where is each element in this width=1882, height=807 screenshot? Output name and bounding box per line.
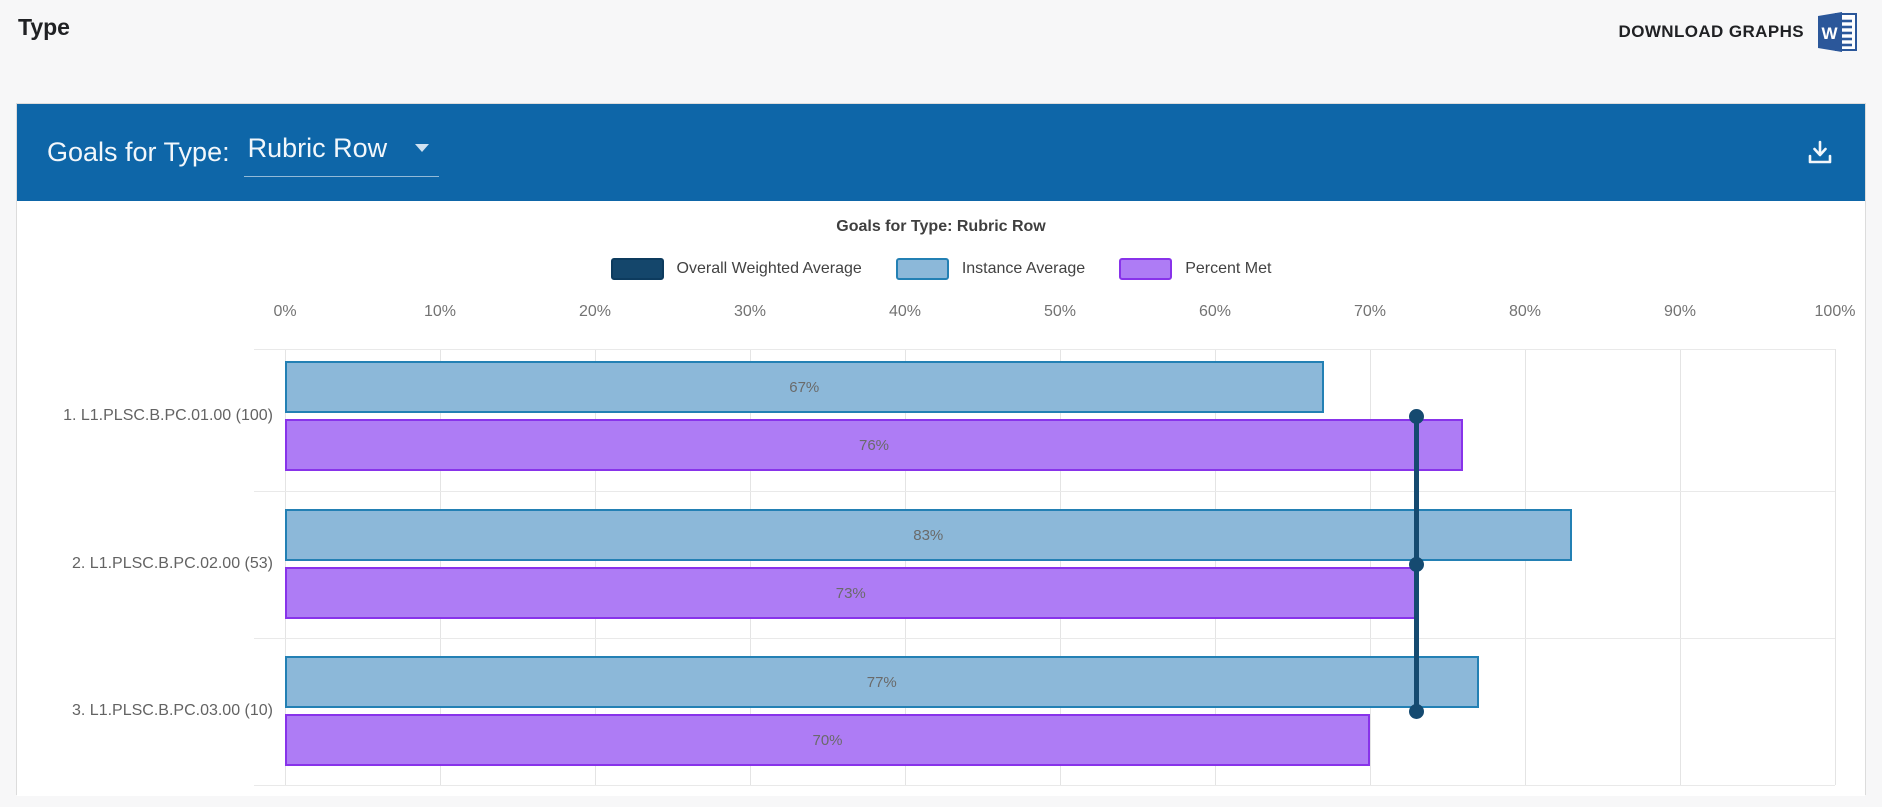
word-icon: W bbox=[1816, 10, 1860, 54]
download-icon bbox=[1805, 138, 1835, 168]
instance-average-bar[interactable]: 67% bbox=[285, 361, 1324, 413]
bar-value-label: 70% bbox=[812, 731, 843, 749]
page-title: Type bbox=[18, 14, 70, 40]
row-separator bbox=[254, 491, 1835, 492]
x-axis-tick: 10% bbox=[423, 303, 457, 320]
chevron-down-icon bbox=[415, 144, 430, 152]
x-axis-tick: 80% bbox=[1508, 303, 1542, 320]
percent-met-bar[interactable]: 70% bbox=[285, 714, 1370, 766]
chart-title: Goals for Type: Rubric Row bbox=[836, 218, 1046, 235]
x-axis-tick: 40% bbox=[888, 303, 922, 320]
row-separator bbox=[254, 785, 1835, 786]
percent-met-bar[interactable]: 73% bbox=[285, 567, 1417, 619]
legend-label: Percent Met bbox=[1185, 260, 1272, 277]
row-separator bbox=[254, 638, 1835, 639]
goals-chart: Goals for Type: Rubric Row Overall Weigh… bbox=[17, 201, 1865, 796]
type-select-dropdown[interactable]: Rubric Row bbox=[243, 129, 440, 177]
category-label: 3. L1.PLSC.B.PC.03.00 (10) bbox=[72, 702, 273, 719]
x-axis-tick: 30% bbox=[733, 303, 767, 320]
bar-value-label: 77% bbox=[866, 673, 897, 691]
x-axis-tick: 70% bbox=[1353, 303, 1387, 320]
svg-text:W: W bbox=[1821, 24, 1838, 43]
bar-value-label: 73% bbox=[835, 584, 866, 602]
category-label: 1. L1.PLSC.B.PC.01.00 (100) bbox=[63, 407, 273, 424]
x-axis-tick: 0% bbox=[273, 303, 297, 320]
legend-item[interactable]: Overall Weighted Average bbox=[610, 258, 862, 280]
chart-legend: Overall Weighted Average Instance Average… bbox=[17, 258, 1865, 280]
download-graphs-button[interactable]: DOWNLOAD GRAPHS W bbox=[1619, 10, 1860, 54]
goals-panel: Goals for Type: Rubric Row Goals for Typ… bbox=[16, 103, 1866, 796]
legend-swatch bbox=[1119, 258, 1173, 280]
instance-average-bar[interactable]: 77% bbox=[285, 656, 1479, 708]
overall-weighted-average-point[interactable] bbox=[1409, 703, 1424, 719]
type-select-value: Rubric Row bbox=[247, 132, 388, 163]
row-separator bbox=[254, 349, 1835, 350]
legend-item[interactable]: Instance Average bbox=[895, 258, 1086, 280]
instance-average-bar[interactable]: 83% bbox=[285, 509, 1572, 561]
bar-value-label: 76% bbox=[858, 436, 890, 454]
category-label: 2. L1.PLSC.B.PC.02.00 (53) bbox=[72, 555, 273, 572]
download-graphs-label: DOWNLOAD GRAPHS bbox=[1618, 22, 1804, 41]
x-axis-tick: 90% bbox=[1663, 303, 1697, 320]
legend-label: Overall Weighted Average bbox=[676, 260, 862, 277]
overall-weighted-average-point[interactable] bbox=[1409, 408, 1424, 424]
panel-download-button[interactable] bbox=[1805, 138, 1835, 168]
bar-value-label: 83% bbox=[913, 526, 944, 544]
bar-value-label: 67% bbox=[789, 378, 820, 396]
x-axis-tick: 60% bbox=[1198, 303, 1232, 320]
percent-met-bar[interactable]: 76% bbox=[285, 419, 1463, 471]
panel-header-label: Goals for Type: bbox=[47, 137, 230, 167]
legend-label: Instance Average bbox=[961, 260, 1086, 277]
gridline bbox=[1525, 349, 1526, 785]
x-axis-tick: 20% bbox=[578, 303, 612, 320]
x-axis-tick: 50% bbox=[1043, 303, 1077, 320]
gridline bbox=[1680, 349, 1681, 785]
overall-weighted-average-point[interactable] bbox=[1409, 556, 1424, 572]
legend-item[interactable]: Percent Met bbox=[1119, 258, 1271, 280]
panel-header: Goals for Type: Rubric Row bbox=[17, 104, 1865, 201]
legend-swatch bbox=[895, 258, 949, 280]
legend-swatch bbox=[610, 258, 664, 280]
gridline bbox=[1835, 349, 1836, 785]
x-axis-tick: 100% bbox=[1814, 303, 1856, 320]
